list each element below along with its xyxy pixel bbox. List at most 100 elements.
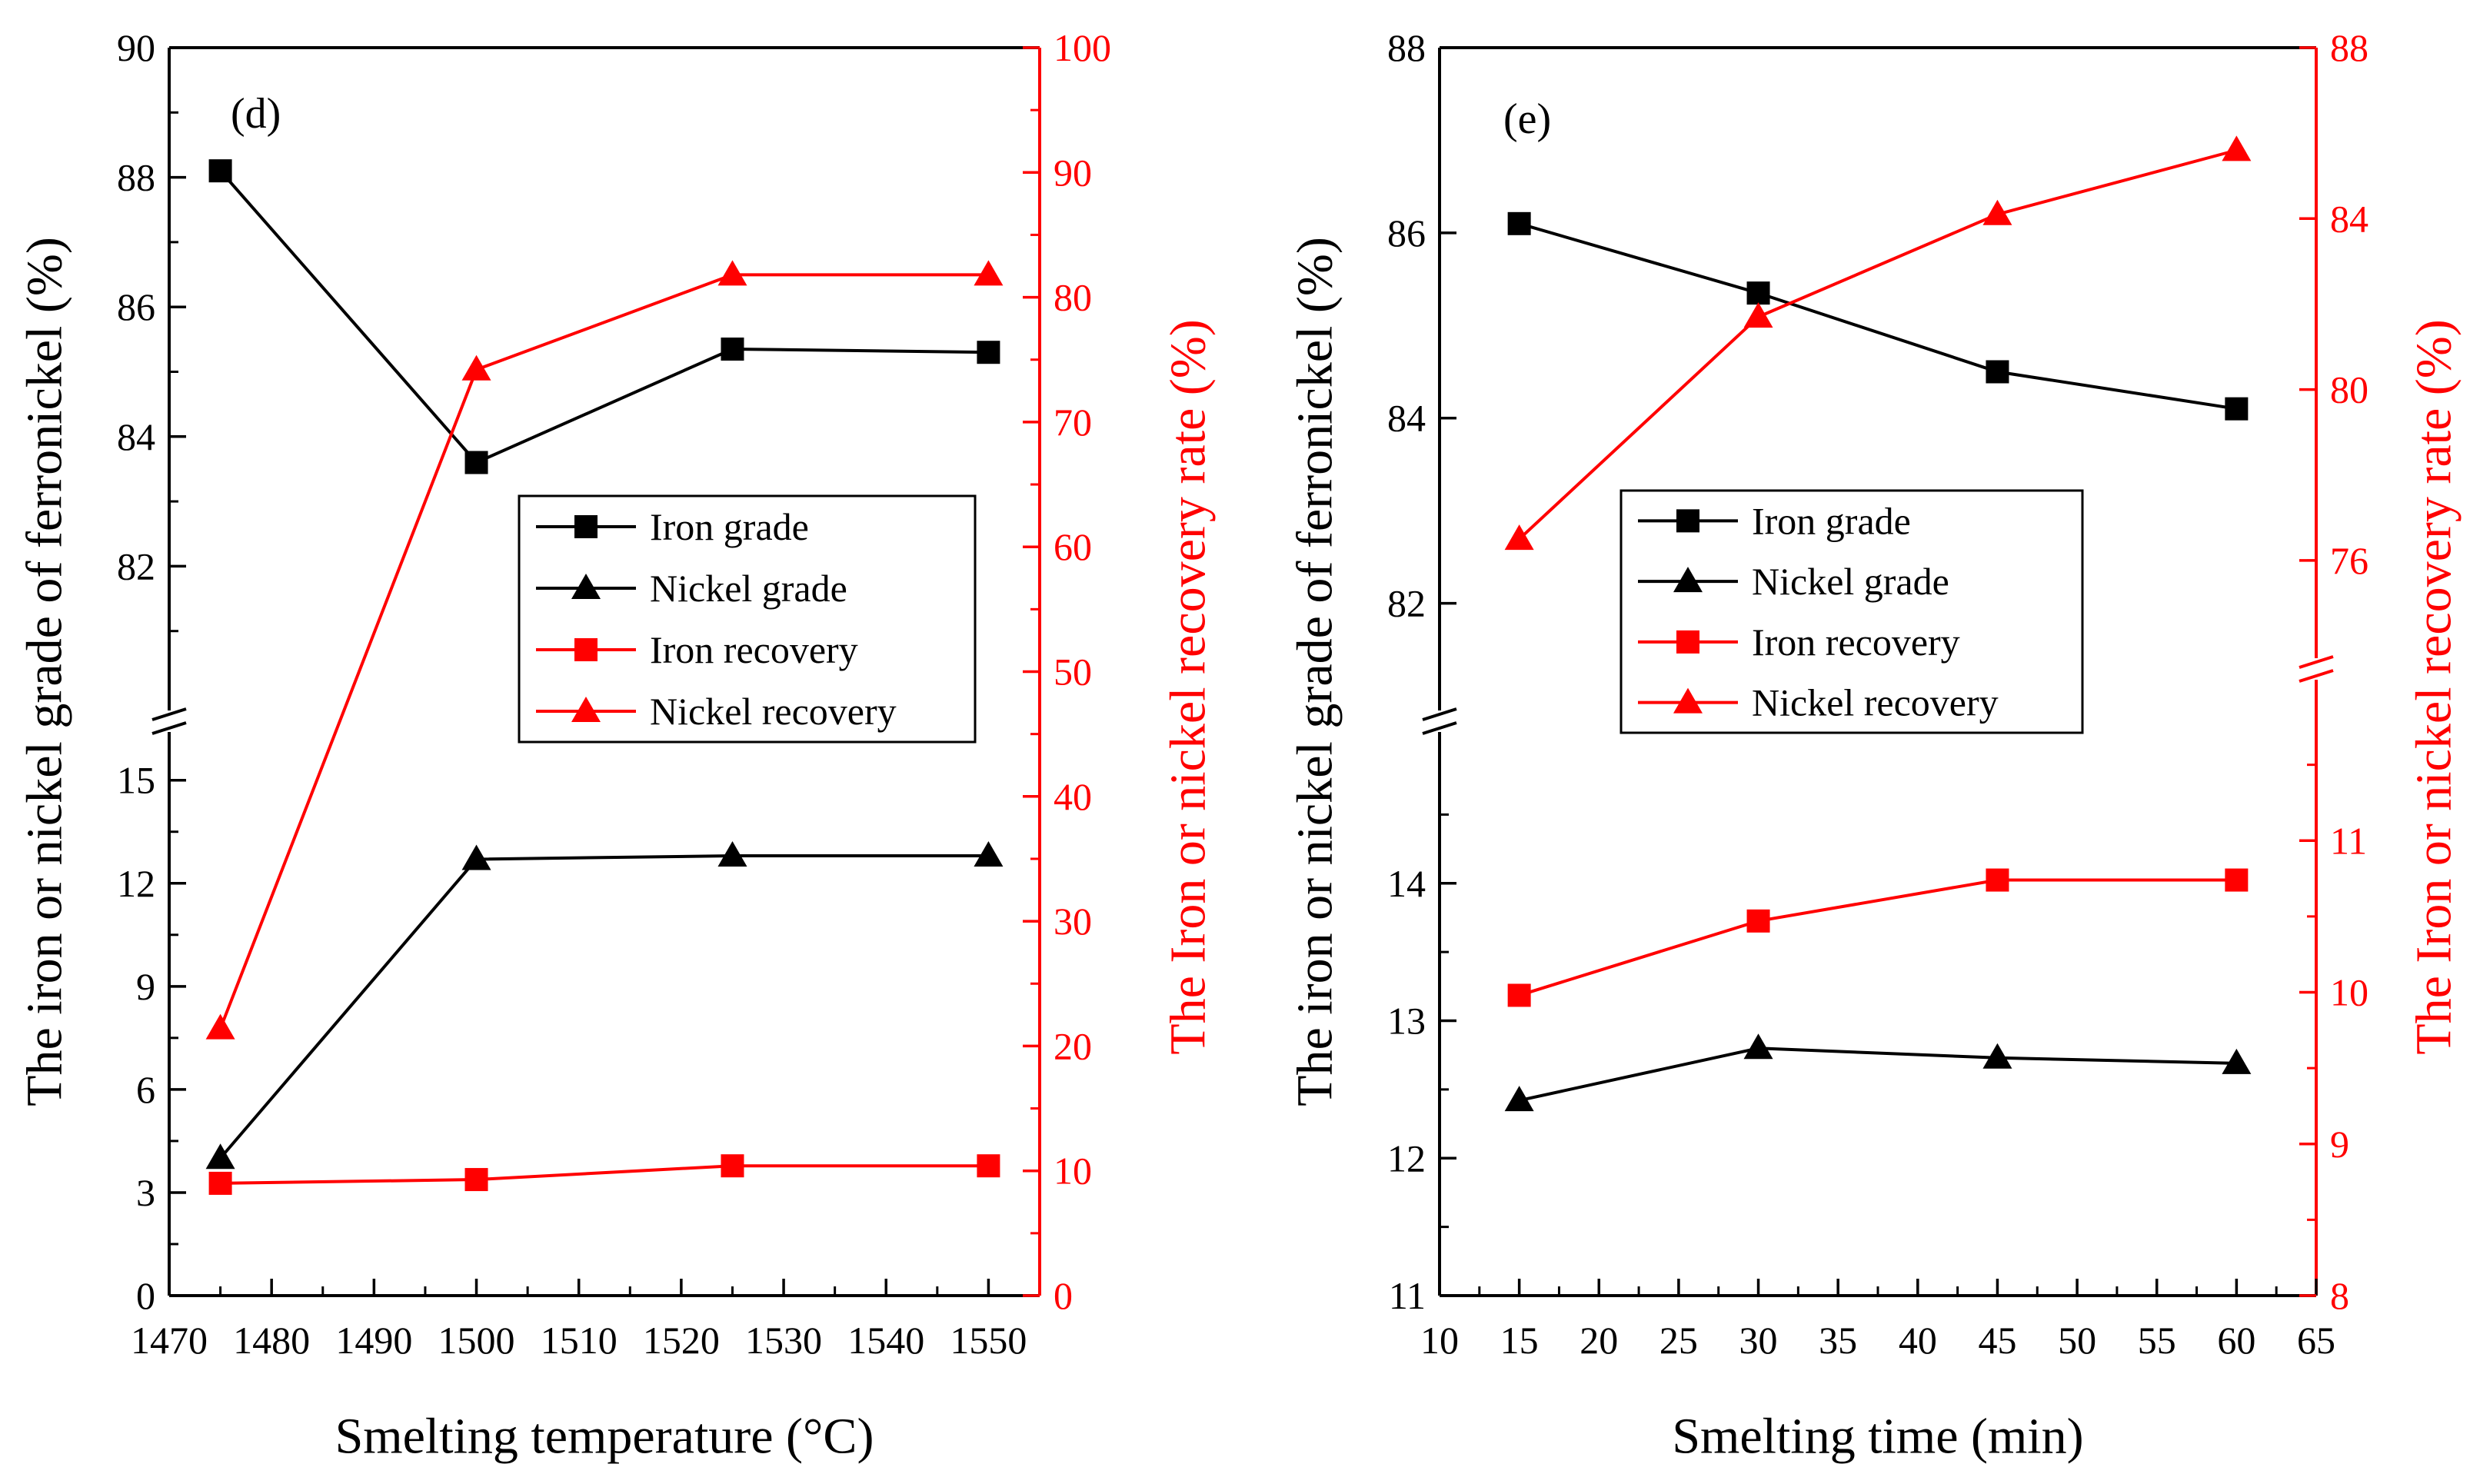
chart0-series-nickel-recovery-point	[717, 260, 747, 286]
chart0-x-tick-label: 1550	[950, 1319, 1027, 1362]
chart1-legend-nickel-recovery-label: Nickel recovery	[1752, 681, 1999, 724]
chart1-x-tick-label: 45	[1978, 1319, 2016, 1362]
chart0-series-iron-grade-point	[721, 337, 744, 361]
chart0-series-iron-grade-line	[219, 169, 989, 464]
chart1-series-iron-recovery-point	[1746, 909, 1770, 933]
chart0-right-tick-label: 80	[1054, 276, 1092, 319]
chart1-panel-label: (e)	[1503, 95, 1551, 143]
chart1-x-tick-label: 50	[2058, 1319, 2096, 1362]
chart0-x-tick-label: 1510	[541, 1319, 618, 1362]
chart0-left-tick-label: 0	[136, 1274, 155, 1317]
chart1-series-iron-recovery-point	[1986, 868, 2009, 892]
chart1-left-tick-label: 13	[1387, 1000, 1426, 1043]
chart0-right-tick-label: 0	[1054, 1274, 1073, 1317]
chart0-x-tick-label: 1540	[847, 1319, 924, 1362]
chart0-x-tick-label: 1490	[335, 1319, 412, 1362]
chart0-x-tick-label: 1530	[745, 1319, 822, 1362]
chart0-left-tick-label: 15	[117, 759, 155, 802]
chart1-series-nickel-recovery-line	[1518, 148, 2237, 541]
chart1-left-tick-label: 88	[1387, 26, 1426, 69]
chart1-left-tick-label: 86	[1387, 211, 1426, 255]
chart0-legend-iron-grade-marker	[574, 515, 598, 538]
chart0-series-nickel-recovery-point	[974, 260, 1004, 286]
chart0-series-nickel-grade-point	[717, 841, 747, 867]
chart0-legend-nickel-recovery-label: Nickel recovery	[650, 690, 897, 733]
chart1-legend-nickel-grade-label: Nickel grade	[1752, 560, 1949, 603]
chart0-series-iron-grade-point	[977, 341, 1000, 364]
chart1-x-tick-label: 65	[2297, 1319, 2335, 1362]
chart1-series-iron-recovery-point	[1507, 983, 1531, 1007]
chart1-x-tick-label: 60	[2217, 1319, 2255, 1362]
chart1-x-tick-label: 55	[2138, 1319, 2176, 1362]
chart0-right-tick-label: 70	[1054, 401, 1092, 444]
chart0-series-nickel-recovery-point	[205, 1013, 235, 1040]
chart1-legend-iron-grade-marker	[1676, 509, 1699, 533]
chart0-x-tick-label: 1500	[438, 1319, 515, 1362]
chart0-legend-iron-grade-label: Iron grade	[650, 505, 809, 548]
chart1-right-tick-label: 11	[2330, 819, 2367, 862]
chart0-left-tick-label: 86	[117, 285, 155, 328]
chart1-series-nickel-grade-line	[1519, 1046, 2237, 1103]
chart0-legend-nickel-grade-label: Nickel grade	[650, 567, 847, 610]
chart1-legend-nickel-grade-marker	[1673, 567, 1703, 593]
chart0-left-tick-label: 6	[136, 1068, 155, 1111]
chart1-right-axis-break-mark-2	[2299, 669, 2334, 683]
chart0-left-axis-break-mark-2	[151, 721, 187, 735]
chart0-series-iron-grade-point	[464, 451, 488, 474]
chart1-left-tick-label: 14	[1387, 862, 1426, 905]
chart1-series-nickel-grade-point	[1982, 1043, 2012, 1069]
chart1-x-tick-label: 30	[1739, 1319, 1778, 1362]
chart0-right-tick-label: 30	[1054, 900, 1092, 943]
chart0-series-iron-recovery-point	[721, 1154, 744, 1178]
chart1-x-tick-label: 20	[1580, 1319, 1618, 1362]
chart0-left-tick-label: 82	[117, 544, 155, 587]
chart1-right-tick-label: 84	[2330, 197, 2368, 240]
chart1-series-iron-grade-line	[1519, 221, 2237, 411]
chart1-right-axis-break-mark-1	[2299, 655, 2334, 669]
chart1-left-axis-title: The iron or nickel grade of ferronickel …	[1287, 237, 1343, 1106]
chart1-legend-iron-recovery-marker	[1676, 630, 1699, 654]
chart0-series-iron-recovery-point	[208, 1171, 232, 1195]
chart0-x-tick-label: 1470	[131, 1319, 208, 1362]
chart1-legend-nickel-recovery-marker	[1673, 687, 1703, 714]
chart1-series-iron-recovery-point	[2225, 868, 2249, 892]
chart0-series-nickel-grade-line	[219, 854, 989, 1160]
chart0-legend-nickel-grade-marker	[571, 574, 601, 599]
chart0-left-axis-title: The iron or nickel grade of ferronickel …	[17, 237, 73, 1106]
chart0-x-tick-label: 1480	[233, 1319, 310, 1362]
chart1-series-nickel-recovery-point	[1982, 199, 2012, 225]
chart1-right-axis-title: The Iron or nickel recovery rate (%)	[2406, 319, 2462, 1054]
chart1-series-iron-grade-point	[2225, 397, 2249, 421]
chart1-left-axis-break-mark-2	[1422, 721, 1457, 735]
chart1-x-tick-label: 15	[1500, 1319, 1539, 1362]
chart0-series-nickel-recovery-line	[218, 273, 989, 1030]
chart1-legend-iron-grade-label: Iron grade	[1752, 499, 1911, 542]
chart1-right-tick-label: 10	[2330, 971, 2368, 1014]
chart0-right-tick-label: 20	[1054, 1024, 1092, 1067]
chart1-series-nickel-recovery-point	[1504, 524, 1534, 551]
chart0-series-iron-grade-point	[208, 159, 232, 183]
chart1-left-tick-label: 12	[1387, 1136, 1426, 1180]
chart1-legend-iron-recovery-label: Iron recovery	[1752, 621, 1960, 664]
chart0-right-tick-label: 100	[1054, 26, 1111, 69]
chart1-right-tick-label: 76	[2330, 539, 2368, 582]
chart0-right-tick-label: 10	[1054, 1150, 1092, 1193]
chart1-right-tick-label: 88	[2330, 26, 2368, 69]
chart0-x-tick-label: 1520	[643, 1319, 720, 1362]
chart0-x-axis-title: Smelting temperature (°C)	[335, 1409, 874, 1465]
chart0-right-tick-label: 60	[1054, 525, 1092, 568]
chart0-left-tick-label: 9	[136, 965, 155, 1008]
chart0-series-nickel-recovery-point	[461, 354, 491, 381]
chart0-series-nickel-grade-point	[205, 1143, 235, 1170]
chart0-series-nickel-grade-point	[974, 841, 1004, 867]
chart0-series-iron-recovery-point	[977, 1154, 1000, 1178]
chart0-right-axis-title: The Iron or nickel recovery rate (%)	[1160, 319, 1217, 1054]
chart1-series-nickel-grade-point	[2222, 1048, 2252, 1074]
chart0-left-tick-label: 90	[117, 26, 155, 69]
chart1-series-iron-grade-point	[1986, 360, 2009, 384]
chart1-series-nickel-grade-point	[1743, 1033, 1773, 1060]
chart0-series-nickel-grade-point	[461, 844, 491, 870]
chart0-right-tick-label: 90	[1054, 151, 1092, 194]
chart1-left-tick-label: 11	[1389, 1274, 1426, 1317]
